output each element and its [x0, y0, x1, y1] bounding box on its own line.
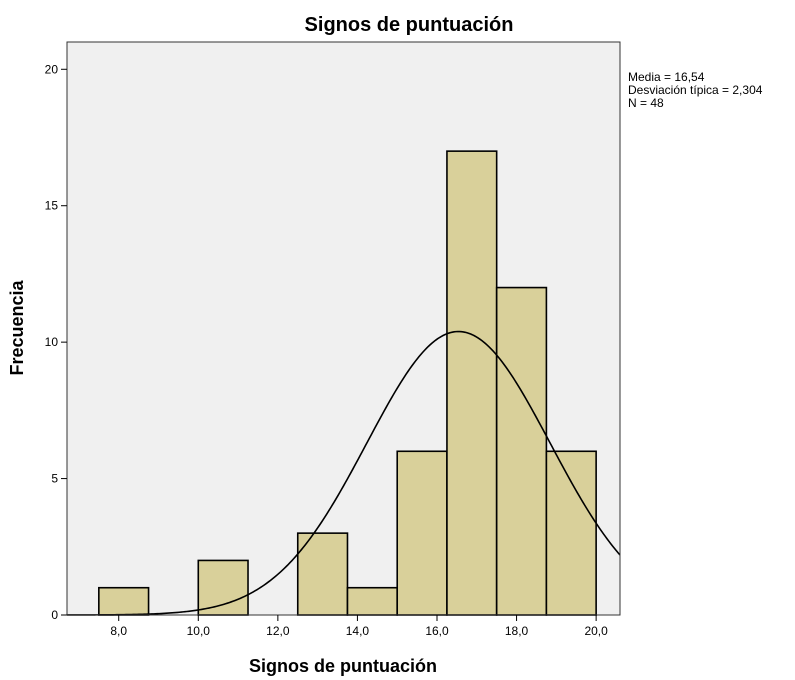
histogram-bar-2 [197, 559, 249, 616]
chart-title: Signos de puntuación [305, 14, 514, 36]
histogram-bar-6 [396, 450, 448, 616]
y-tick-label-4: 20 [45, 62, 59, 76]
normal-curve [67, 330, 621, 616]
y-axis-title: Frecuencia [7, 279, 27, 375]
y-tick-label-1: 5 [51, 472, 58, 486]
stats-mean: Media = 16,54 [628, 70, 705, 84]
x-axis-title: Signos de puntuación [249, 656, 437, 676]
y-tick-label-0: 0 [51, 608, 58, 622]
x-tick-label-2: 12,0 [266, 624, 290, 638]
plot-frame [66, 41, 621, 616]
histogram-bar-8 [495, 286, 548, 616]
x-tick-label-1: 10,0 [187, 624, 211, 638]
y-tick-label-2: 10 [45, 335, 59, 349]
stats-box: Media = 16,54 Desviación típica = 2,304 … [628, 70, 763, 110]
x-tick-label-5: 18,0 [505, 624, 529, 638]
y-tick-label-3: 15 [45, 199, 59, 213]
x-tick-label-3: 14,0 [346, 624, 370, 638]
stats-sd: Desviación típica = 2,304 [628, 83, 763, 97]
histogram-bar-9 [545, 450, 597, 616]
histogram-bar-4 [296, 532, 349, 616]
x-axis: 8,0 10,0 12,0 14,0 16,0 18,0 20,0 [110, 615, 608, 638]
stats-n: N = 48 [628, 96, 664, 110]
histogram-bar-5 [346, 586, 399, 616]
x-tick-label-4: 16,0 [425, 624, 449, 638]
y-axis: 0 5 10 15 20 [45, 62, 67, 622]
bars-group [98, 150, 597, 616]
histogram-bar-7 [446, 150, 498, 616]
x-tick-label-0: 8,0 [110, 624, 127, 638]
x-tick-label-6: 20,0 [584, 624, 608, 638]
histogram-bar-0 [98, 586, 150, 616]
